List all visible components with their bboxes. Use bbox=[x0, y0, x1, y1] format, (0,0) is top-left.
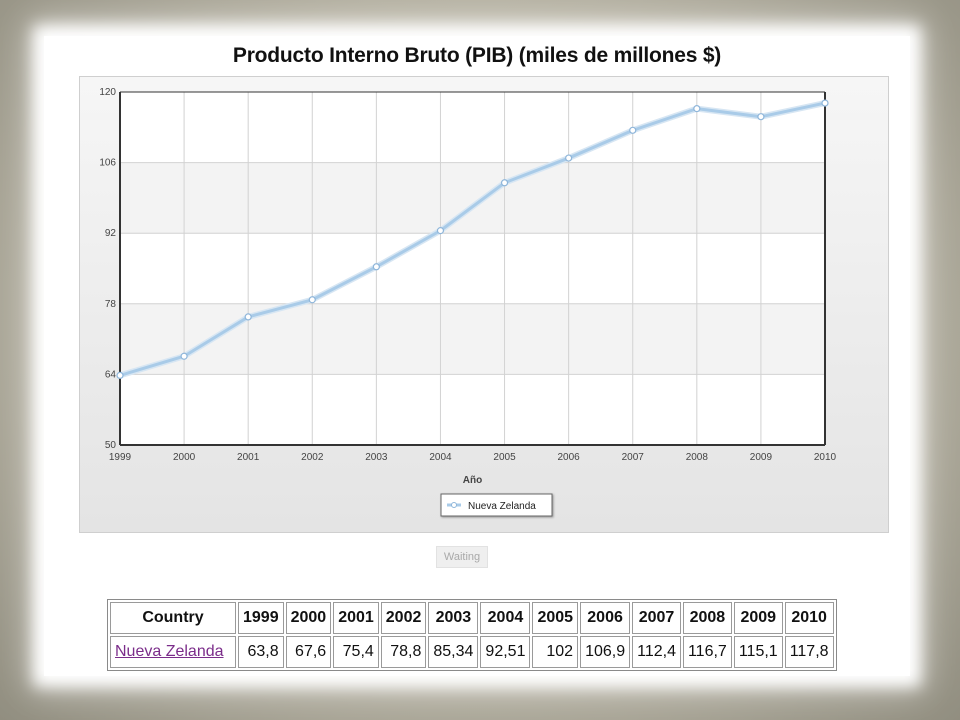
x-tick-label: 2001 bbox=[237, 452, 260, 463]
data-point bbox=[436, 227, 445, 235]
data-point bbox=[500, 179, 509, 187]
x-tick-label: 2007 bbox=[622, 452, 645, 463]
axes bbox=[119, 91, 826, 446]
series-line bbox=[119, 101, 826, 377]
plot-area bbox=[120, 92, 825, 445]
x-tick-label: 2006 bbox=[558, 452, 581, 463]
table-cell: 112,4 bbox=[632, 636, 681, 668]
table-cell: 85,34 bbox=[428, 636, 479, 668]
x-tick-label: 2004 bbox=[429, 452, 452, 463]
table-header-row: Country 1999 2000 2001 2002 2003 2004 20… bbox=[110, 602, 834, 634]
table-cell: 78,8 bbox=[380, 636, 427, 668]
header-country: Country bbox=[110, 602, 236, 634]
header-year: 2003 bbox=[428, 602, 479, 634]
data-point bbox=[180, 352, 188, 360]
grid-band bbox=[120, 303, 825, 375]
x-tick-label: 2010 bbox=[814, 452, 837, 463]
gdp-data-table: Country 1999 2000 2001 2002 2003 2004 20… bbox=[107, 599, 837, 671]
table-cell: 67,6 bbox=[285, 636, 332, 668]
table-cell: 106,9 bbox=[580, 636, 631, 668]
table-cell: 75,4 bbox=[333, 636, 379, 668]
table-cell: 117,8 bbox=[784, 636, 834, 668]
data-point bbox=[821, 99, 829, 107]
x-tick-label: 2009 bbox=[750, 452, 773, 463]
y-tick-label: 92 bbox=[105, 228, 117, 239]
waiting-status: Waiting bbox=[436, 546, 488, 568]
y-tick-label: 106 bbox=[99, 158, 116, 169]
y-tick-label: 78 bbox=[105, 299, 117, 310]
tick-labels: 50 64 78 92 106 120 1999 2000 2001 2002 2003 2004 20… bbox=[99, 87, 836, 463]
data-point bbox=[629, 126, 637, 134]
table-cell: 115,1 bbox=[733, 636, 783, 668]
header-year: 2009 bbox=[733, 602, 783, 634]
gdp-line-chart: 50 64 78 92 106 120 1999 2000 2001 2002 2003 2004 20… bbox=[99, 87, 837, 517]
x-tick-label: 1999 bbox=[109, 452, 132, 463]
legend-series-name: Nueva Zelanda bbox=[468, 501, 536, 512]
table-row: Nueva Zelanda 63,8 67,6 75,4 78,8 85,34 … bbox=[110, 636, 834, 668]
header-year: 2004 bbox=[480, 602, 531, 634]
x-tick-label: 2003 bbox=[365, 452, 388, 463]
header-year: 1999 bbox=[238, 602, 284, 634]
data-point bbox=[693, 105, 701, 113]
data-point bbox=[308, 296, 316, 304]
table-cell: 116,7 bbox=[682, 636, 732, 668]
chart-title: Producto Interno Bruto (PIB) (miles de m… bbox=[232, 44, 722, 67]
x-axis-title: Año bbox=[463, 475, 482, 486]
y-tick-label: 64 bbox=[105, 369, 117, 380]
header-year: 2001 bbox=[333, 602, 379, 634]
header-year: 2006 bbox=[580, 602, 631, 634]
header-year: 2010 bbox=[784, 602, 834, 634]
grid-band bbox=[120, 162, 825, 234]
country-link[interactable]: Nueva Zelanda bbox=[115, 643, 224, 660]
data-point bbox=[244, 313, 252, 321]
x-tick-label: 2000 bbox=[173, 452, 196, 463]
grid-lines bbox=[119, 91, 826, 446]
table-cell: 92,51 bbox=[480, 636, 531, 668]
header-year: 2008 bbox=[682, 602, 732, 634]
data-point bbox=[372, 263, 380, 271]
chart-legend[interactable]: Nueva Zelanda bbox=[440, 493, 553, 517]
header-year: 2002 bbox=[380, 602, 427, 634]
x-tick-label: 2008 bbox=[686, 452, 709, 463]
header-year: 2000 bbox=[285, 602, 332, 634]
data-point bbox=[757, 113, 765, 121]
header-year: 2007 bbox=[632, 602, 681, 634]
data-point bbox=[116, 371, 124, 380]
table-cell: 63,8 bbox=[238, 636, 284, 668]
country-cell: Nueva Zelanda bbox=[110, 636, 236, 668]
y-tick-label: 50 bbox=[105, 440, 117, 451]
x-tick-label: 2002 bbox=[301, 452, 324, 463]
data-point bbox=[565, 154, 573, 162]
y-tick-label: 120 bbox=[99, 87, 116, 98]
table-cell: 102 bbox=[532, 636, 579, 668]
series-layer bbox=[116, 99, 829, 380]
x-tick-label: 2005 bbox=[493, 452, 516, 463]
header-year: 2005 bbox=[532, 602, 579, 634]
legend-series-marker bbox=[451, 502, 457, 508]
legend-box bbox=[440, 493, 553, 517]
